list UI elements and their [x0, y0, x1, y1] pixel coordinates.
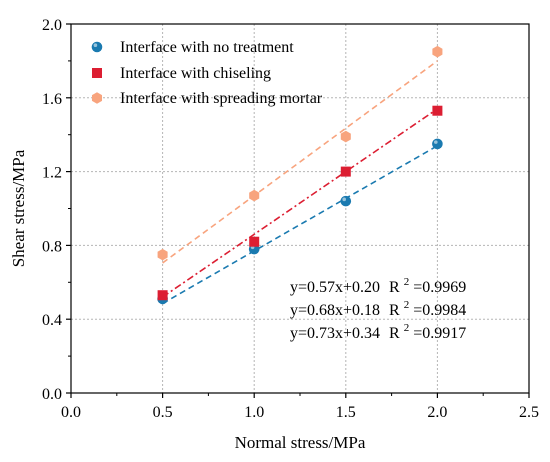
- y-tick-label: 2.0: [42, 17, 62, 34]
- fit-line-series-1: [162, 108, 438, 298]
- r-squared-value: =0.9917: [413, 325, 466, 342]
- y-tick-label: 0.0: [42, 386, 62, 403]
- legend-marker-no-treatment: [91, 41, 103, 53]
- x-tick-label: 2.0: [427, 404, 447, 421]
- r-squared-value: =0.9984: [413, 302, 466, 319]
- fit-equation-text: y=0.68x+0.18: [290, 302, 380, 319]
- x-tick-label: 2.5: [519, 404, 539, 421]
- data-point-series-2: [340, 130, 351, 143]
- marker-highlight: [93, 43, 98, 47]
- x-tick-label: 0.5: [153, 404, 173, 421]
- legend-marker-spreading-mortar: [91, 92, 103, 104]
- marker-highlight: [434, 140, 438, 144]
- legend-symbol: [91, 92, 103, 104]
- legend: Interface with no treatment Interface wi…: [91, 39, 323, 107]
- r-squared-label: R: [389, 302, 400, 319]
- r-squared-label: R: [389, 279, 400, 296]
- legend-label-no-treatment: Interface with no treatment: [120, 39, 294, 56]
- x-axis-title: Normal stress/MPa: [235, 433, 366, 452]
- data-point-series-2: [432, 45, 443, 58]
- legend-item-chiseling: Interface with chiseling: [92, 65, 271, 82]
- y-tick-label: 0.4: [42, 312, 62, 329]
- r-squared-label: R: [389, 325, 400, 342]
- fit-equations: y=0.57x+0.20 R 2 =0.9969 y=0.68x+0.18 R …: [290, 272, 466, 342]
- y-axis-title: Shear stress/MPa: [9, 149, 28, 267]
- legend-marker-chiseling: [92, 68, 102, 78]
- data-markers: [157, 45, 443, 305]
- legend-symbol: [91, 41, 103, 53]
- fit-equation-text: y=0.73x+0.34: [290, 325, 380, 342]
- fit-lines: [162, 60, 438, 305]
- data-point-series-0: [432, 138, 443, 150]
- x-tick-label: 1.5: [336, 404, 356, 421]
- x-tick-label: 0.0: [61, 404, 81, 421]
- data-point-series-1: [340, 166, 351, 177]
- r-squared-superscript: 2: [404, 322, 410, 334]
- marker-body: [432, 138, 443, 150]
- marker-body: [340, 195, 352, 207]
- data-point-series-0: [340, 195, 352, 207]
- grid-lines: [71, 24, 529, 393]
- r-squared-superscript: 2: [404, 299, 410, 311]
- fit-equation-text: y=0.57x+0.20: [290, 279, 380, 296]
- y-tick-label: 1.6: [42, 91, 62, 108]
- fit-equation-chiseling: y=0.68x+0.18 R 2 =0.9984: [290, 295, 466, 319]
- data-point-series-2: [157, 248, 168, 261]
- legend-item-no-treatment: Interface with no treatment: [91, 39, 294, 56]
- y-tick-label: 1.2: [42, 165, 62, 182]
- r-squared-value: =0.9969: [413, 279, 466, 296]
- legend-label-chiseling: Interface with chiseling: [120, 65, 271, 82]
- legend-label-spreading-mortar: Interface with spreading mortar: [120, 90, 323, 107]
- legend-symbol: [92, 68, 102, 78]
- data-point-series-1: [432, 105, 443, 116]
- legend-item-spreading-mortar: Interface with spreading mortar: [91, 90, 323, 107]
- fit-line-series-0: [162, 145, 438, 305]
- x-tick-label: 1.0: [244, 404, 264, 421]
- marker-highlight: [342, 197, 347, 202]
- axis-ticks: 0.0 0.5 1.0 1.5 2.0 2.5 0.0 0.4 0.8 1.2 1.6 2.0: [42, 17, 539, 421]
- fit-equation-no-treatment: y=0.57x+0.20 R 2 =0.9969: [290, 272, 466, 296]
- data-point-series-1: [157, 290, 168, 301]
- fit-line-series-2: [162, 60, 438, 264]
- fit-equation-spreading-mortar: y=0.73x+0.34 R 2 =0.9917: [290, 318, 466, 342]
- y-tick-label: 0.8: [42, 238, 62, 255]
- data-point-series-2: [249, 189, 260, 202]
- marker-body: [91, 41, 103, 53]
- data-point-series-1: [249, 236, 260, 247]
- r-squared-superscript: 2: [404, 276, 410, 288]
